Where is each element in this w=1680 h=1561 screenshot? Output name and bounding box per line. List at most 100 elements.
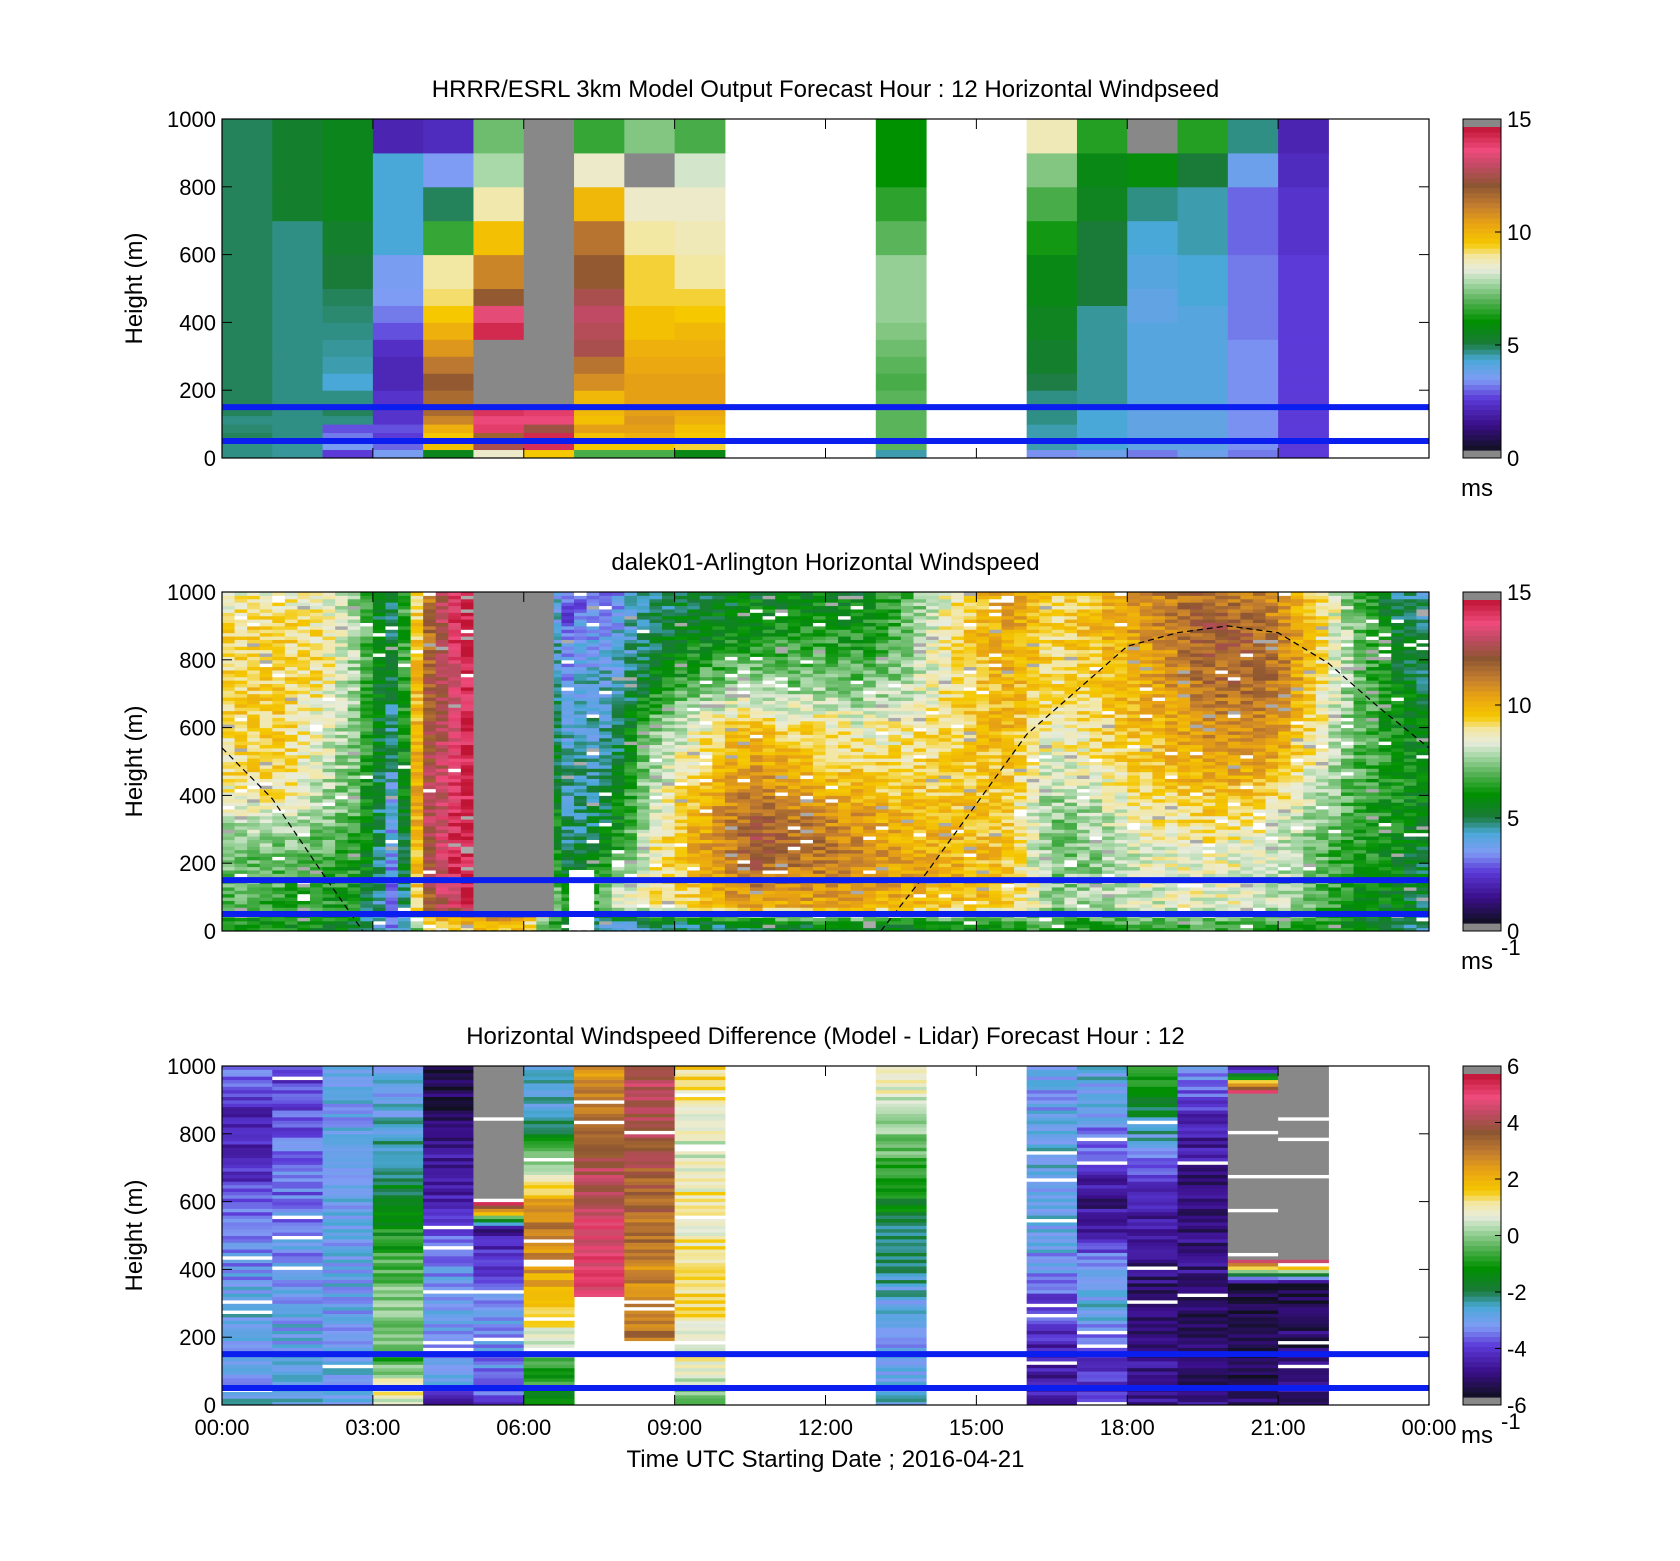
heat-cell xyxy=(762,625,776,630)
heat-cell xyxy=(662,714,676,718)
heat-cell xyxy=(787,873,801,878)
colorbar-swatch xyxy=(1463,162,1501,168)
heat-cell xyxy=(624,666,638,671)
heat-cell xyxy=(1026,373,1078,391)
heat-cell xyxy=(423,595,437,600)
heat-cell xyxy=(410,761,424,766)
heat-cell xyxy=(737,849,751,854)
heat-cell xyxy=(636,829,650,834)
heat-cell xyxy=(423,747,437,752)
heat-cell xyxy=(636,697,650,701)
heat-cell xyxy=(687,605,701,610)
heat-cell xyxy=(574,449,625,458)
heat-cell xyxy=(687,598,701,603)
heat-cell xyxy=(636,890,650,895)
heat-cell xyxy=(674,907,688,912)
heat-cell xyxy=(347,598,361,603)
heat-cell xyxy=(724,815,738,820)
heat-cell xyxy=(448,741,462,746)
heat-cell xyxy=(372,669,386,674)
heat-cell xyxy=(272,869,286,874)
heat-cell xyxy=(624,686,638,691)
heat-cell xyxy=(310,656,324,661)
heat-cell xyxy=(234,653,248,657)
heat-cell xyxy=(750,866,764,871)
heat-cell xyxy=(1076,305,1128,323)
heat-cell xyxy=(347,764,361,769)
heat-cell xyxy=(247,612,261,617)
heat-cell xyxy=(586,622,600,627)
heat-cell xyxy=(762,666,776,671)
heat-cell xyxy=(574,186,625,222)
heat-cell xyxy=(662,693,676,698)
colorbar-swatch xyxy=(1463,424,1501,431)
heat-cell xyxy=(662,819,676,824)
heat-cell xyxy=(674,859,688,864)
heat-cell xyxy=(636,693,650,698)
heat-cell xyxy=(448,697,462,701)
heat-cell xyxy=(423,795,437,800)
colorbar-frame xyxy=(1462,118,1502,459)
heat-cell xyxy=(599,608,613,613)
heat-cell xyxy=(599,846,613,851)
heat-cell xyxy=(410,636,424,640)
heat-cell xyxy=(750,747,764,752)
heat-cell xyxy=(762,653,776,657)
heat-cell xyxy=(724,886,738,891)
heat-cell xyxy=(222,441,273,451)
heat-cell xyxy=(662,805,676,810)
heat-cell xyxy=(674,900,688,905)
heat-cell xyxy=(737,798,751,803)
heat-cell xyxy=(448,737,462,742)
heat-cell xyxy=(284,927,298,931)
heat-cell xyxy=(662,734,676,739)
heat-cell xyxy=(775,781,789,786)
colorbar-swatch xyxy=(1463,248,1501,254)
heat-cell xyxy=(523,432,575,442)
heat-cell xyxy=(435,639,449,644)
heat-cell xyxy=(574,768,588,773)
heat-cell xyxy=(662,907,676,912)
heat-cell xyxy=(398,856,412,861)
heat-cell xyxy=(611,795,625,800)
heat-cell xyxy=(234,680,248,685)
heat-cell xyxy=(272,656,286,661)
heat-cell xyxy=(649,727,663,732)
heat-cell xyxy=(649,720,663,725)
heat-cell xyxy=(398,836,412,840)
heat-cell xyxy=(297,629,311,634)
heat-cell xyxy=(611,920,625,925)
heat-cell xyxy=(762,707,776,712)
heat-cell xyxy=(423,836,437,840)
heat-cell xyxy=(222,424,273,434)
heat-cell xyxy=(674,863,688,868)
heat-cell xyxy=(297,836,311,840)
heat-cell xyxy=(586,727,600,732)
heat-cell xyxy=(699,703,713,708)
heat-cell xyxy=(259,737,273,742)
heat-cell xyxy=(247,917,261,922)
heat-cell xyxy=(750,703,764,708)
heat-cell xyxy=(297,734,311,739)
heat-cell xyxy=(385,792,399,796)
heat-cell xyxy=(548,693,562,698)
heat-cell xyxy=(460,707,474,712)
heat-cell xyxy=(234,717,248,722)
heat-cell xyxy=(247,646,261,651)
heat-cell xyxy=(662,761,676,766)
heat-cell xyxy=(574,717,588,722)
heat-cell xyxy=(347,653,361,657)
heat-cell xyxy=(259,659,273,664)
heat-cell xyxy=(737,636,751,640)
heat-cell xyxy=(385,714,399,718)
heat-cell xyxy=(712,802,726,807)
heat-cell xyxy=(737,802,751,807)
heat-cell xyxy=(335,673,349,678)
heat-cell xyxy=(737,666,751,671)
heat-cell xyxy=(284,605,298,610)
heat-cell xyxy=(674,649,688,654)
heat-cell xyxy=(687,829,701,834)
heat-cell xyxy=(724,853,738,857)
heat-cell xyxy=(347,751,361,756)
